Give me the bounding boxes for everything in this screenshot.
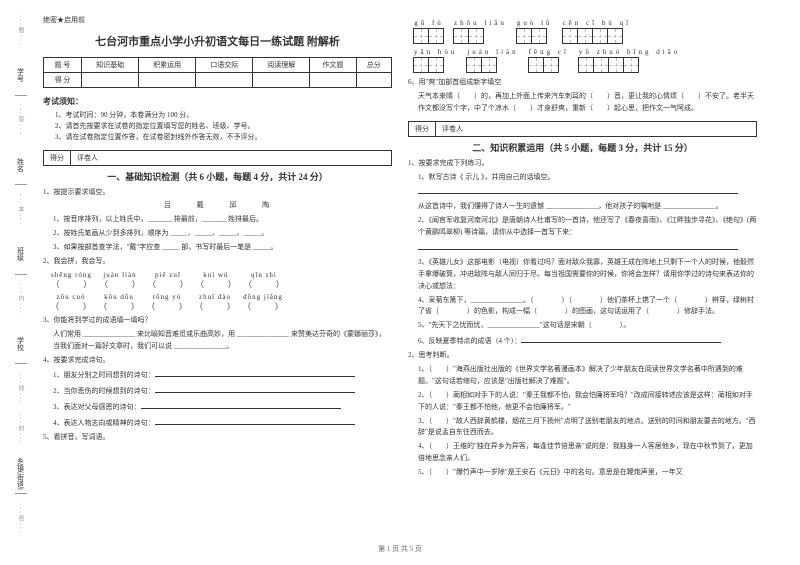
q1-5: 5、看拼音，写词语。 [43,432,392,444]
q2-1e: 4、采菊东篱下，_______________。（ ）（ ）他们茶杯上镌了一个（… [408,295,757,319]
blank-line-1 [408,185,757,199]
pinyin-row-2: zǒu cuò（ ）kǒu dōu（ ）rǒng yú（ ）zhuī dào（ … [43,293,392,312]
q1-4d: 4、表达人物志向或精神的诗句： [43,416,392,430]
q1-2: 2、我会拼，我会写。 [43,256,392,268]
dash-4: ---内--- [16,283,25,315]
q2-2b: 2、（ ）蔺相如对手下的人说："秦王我都不怕，我会怕廉将军吗？"改成间接转述应该… [408,390,757,414]
q2-2d: 4、（ ）王维的"独在异乡为异客，每逢佳节倍思亲"说的是：我独身一人客居他乡，现… [408,441,757,465]
notice-1: 1、考试时间：90 分钟，本卷满分为 100 分。 [55,110,392,121]
section-bar-2: 得分 评卷人 [408,121,757,137]
bar-score: 得分 [44,151,71,165]
side-id: 学号 [15,56,27,96]
dash-7: ---密--- [16,503,25,535]
q2-1c: 2、《闻官军收复河南河北》是唐朝诗人杜甫写的一首诗，他还写了《春夜喜雨》、《江畔… [408,215,757,239]
dash-2: ---答--- [16,104,25,136]
q2-1: 1、按要求完成下列练习。 [408,158,757,170]
notice-title: 考试须知： [43,96,392,107]
char-grid-1: gū fùzhōu liǎnguò lǜcēn cī bù qǐ [408,19,757,44]
q2-2e: 5、（ ）"爆竹声中一岁除"是王安石《元日》中的名句。意思是在鞭炮声里，一年又 [408,467,757,479]
char-grid-2: yān hóujuàn liànfěng cīyǔ zhuó bīng diāo [408,48,757,73]
q1-4c: 3、表达对父母感恩的诗句： [43,400,392,414]
side-town: 乡镇(街道) [15,454,27,494]
side-name: 姓名 [15,145,27,185]
q1-3a: 人们常用 _______________ 来比喻知音难觅或乐曲高妙，用 ____… [43,329,392,353]
dash-6: ---封--- [16,413,25,445]
notice-2: 2、请首先按要求在试卷的指定位置填写您的姓名、班级、学号。 [55,121,392,132]
q1-1-chars: 吕 戴 邱 陶 [43,200,392,212]
q2-1f: 5、"先天下之忧而忧，_______________"这句话是宋朝（ ）。 [408,320,757,332]
q1-1a: 1、按音序排列，以上姓氏中，_______ 排最前，_______ 姓排最后。 [43,214,392,226]
q2-2a: 1、（ ）"海燕出版社出版的《世界文学名著漫画本》解决了少年朋友在阅读世界文学名… [408,364,757,388]
dash-5: ---线--- [16,373,25,405]
q1-4: 4、按要求完成诗句。 [43,355,392,367]
dash-3: ---本--- [16,194,25,226]
q2-2c: 3、（ ）"故人西辞黄鹤楼，烟花三月下扬州"点明了送别老朋友的地点。送别的时间和… [408,416,757,440]
section2-title: 二、知识积累运用（共 5 小题，每题 3 分，共计 15 分） [408,141,757,154]
q2-2: 2、思考判断。 [408,350,757,362]
section1-title: 一、基础知识检测（共 6 小题，每题 4 分，共计 24 分） [43,170,392,183]
notice-list: 1、考试时间：90 分钟，本卷满分为 100 分。 2、请首先按要求在试卷的指定… [43,110,392,144]
q1-6: 6、用"爽"加部首组成新字填空 [408,77,757,89]
bar-reviewer: 评卷人 [71,151,104,165]
side-school: 学校 [15,324,27,364]
q1-4a: 1、朋友分别之时间想到的诗句： [43,368,392,382]
q1-6a: 天气本来晴（ ）的，再加上外面上传来汽车刺耳的（ ）音，更让我的心情烦（ ）不安… [408,91,757,115]
section-bar-1: 得分 评卷人 [43,150,392,166]
q2-1g: 6、反映夏季特点的成语（4 个）： [408,334,757,348]
q1-1c: 3、如果按部首查字法，"戴"字应查 _____ 部，书写时最后一笔是 _____… [43,242,392,254]
header-tag: 绝密★启用前 [43,15,392,25]
q2-1b: 从这首诗中，我们懂得了诗人一生的遗憾 _______________，他对孩子的… [408,201,757,213]
pinyin-row-1: shēng róng（ ）juàn liàn（ ）piě zuǐ（ ）kuí w… [43,271,392,290]
score-table: 题 号知识基础积累运用口语交际阅读理解作文题总分 得 分 [43,57,392,88]
q2-1a: 1、默写古诗《 示儿 》，并用自己的话填空。 [408,172,757,184]
dash-1: ---题--- [16,15,25,47]
q1-3: 3、你能将到学过的成语填一填吗？ [43,315,392,327]
notice-3: 3、请在试卷指定位置作答，在试卷密封线外作答无效，不予评分。 [55,132,392,143]
blank-line-2 [408,241,757,255]
side-class: 班级 [15,235,27,275]
bar-score-2: 得分 [409,122,436,136]
q1-1: 1、按提示要求填空。 [43,187,392,199]
q1-1b: 2、按姓氏笔画从少到多排列，顺序为 _____、_____、_____、____… [43,228,392,240]
bar-reviewer-2: 评卷人 [436,122,469,136]
page-footer: 第 1 页 共 5 页 [0,540,800,554]
q1-4b: 2、当你悲伤的时候想到的诗句： [43,384,392,398]
q2-1d: 3、《英雄儿女》这部电影（电视）你看过吗？面对敌众我寡，英雄王成在阵地上只剩下一… [408,257,757,293]
paper-title: 七台河市重点小学小升初语文每日一练试题 附解析 [43,33,392,49]
